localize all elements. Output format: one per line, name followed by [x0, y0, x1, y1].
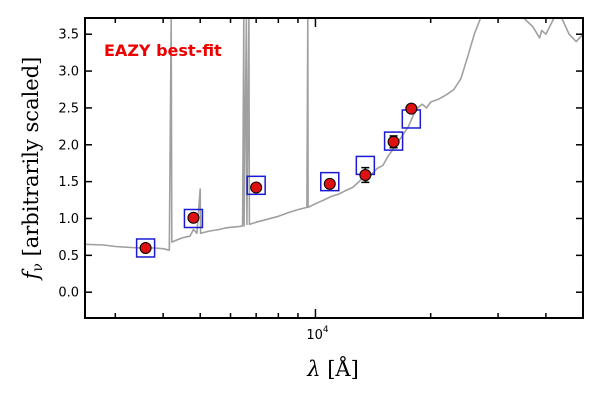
- y-tick-label-2: 1.0: [58, 212, 79, 227]
- x-axis-label: λ [Å]: [306, 356, 359, 381]
- y-tick-label-3: 1.5: [58, 175, 79, 190]
- y-tick-label-4: 2.0: [58, 138, 79, 153]
- plot-frame: [84, 17, 584, 319]
- y-tick-label-6: 3.0: [58, 65, 79, 80]
- y-axis-label: fν [arbitrarily scaled]: [19, 57, 46, 282]
- model-point-5: [383, 131, 404, 151]
- observed-point-6: [405, 102, 418, 115]
- x-tick-exponent: 4: [323, 325, 329, 335]
- y-axis-symbol: f: [19, 268, 43, 281]
- model-point-2: [246, 175, 266, 196]
- x-tick-label-10e4: 104: [306, 325, 329, 343]
- y-axis-text: [arbitrarily scaled]: [19, 57, 43, 263]
- model-point-3: [320, 171, 340, 192]
- observed-point-2: [250, 181, 263, 194]
- x-tick-base: 10: [306, 328, 323, 343]
- observed-point-1: [187, 211, 200, 224]
- observed-point-0: [139, 241, 152, 254]
- x-axis-unit: [Å]: [321, 356, 359, 381]
- model-point-1: [183, 208, 204, 229]
- observed-point-3: [323, 177, 336, 190]
- y-tick-label-0: 0.0: [58, 286, 79, 301]
- spectrum-layer: [85, 18, 583, 251]
- observed-points: [139, 102, 418, 254]
- y-axis-subscript: ν: [30, 263, 46, 272]
- observed-point-4: [359, 169, 372, 182]
- y-tick-label-7: 3.5: [58, 28, 79, 43]
- observed-point-5: [387, 135, 400, 148]
- annotation-text: EAZY best-fit: [104, 41, 222, 60]
- spectrum-line: [85, 18, 583, 251]
- axis-ticks: 0.0 0.5 1.0 1.5 2.0 2.5 3.0 3.5: [58, 18, 584, 318]
- y-tick-label-5: 2.5: [58, 101, 79, 116]
- x-axis-symbol: λ: [306, 357, 320, 381]
- model-point-0: [135, 238, 156, 258]
- y-tick-label-1: 0.5: [58, 249, 79, 264]
